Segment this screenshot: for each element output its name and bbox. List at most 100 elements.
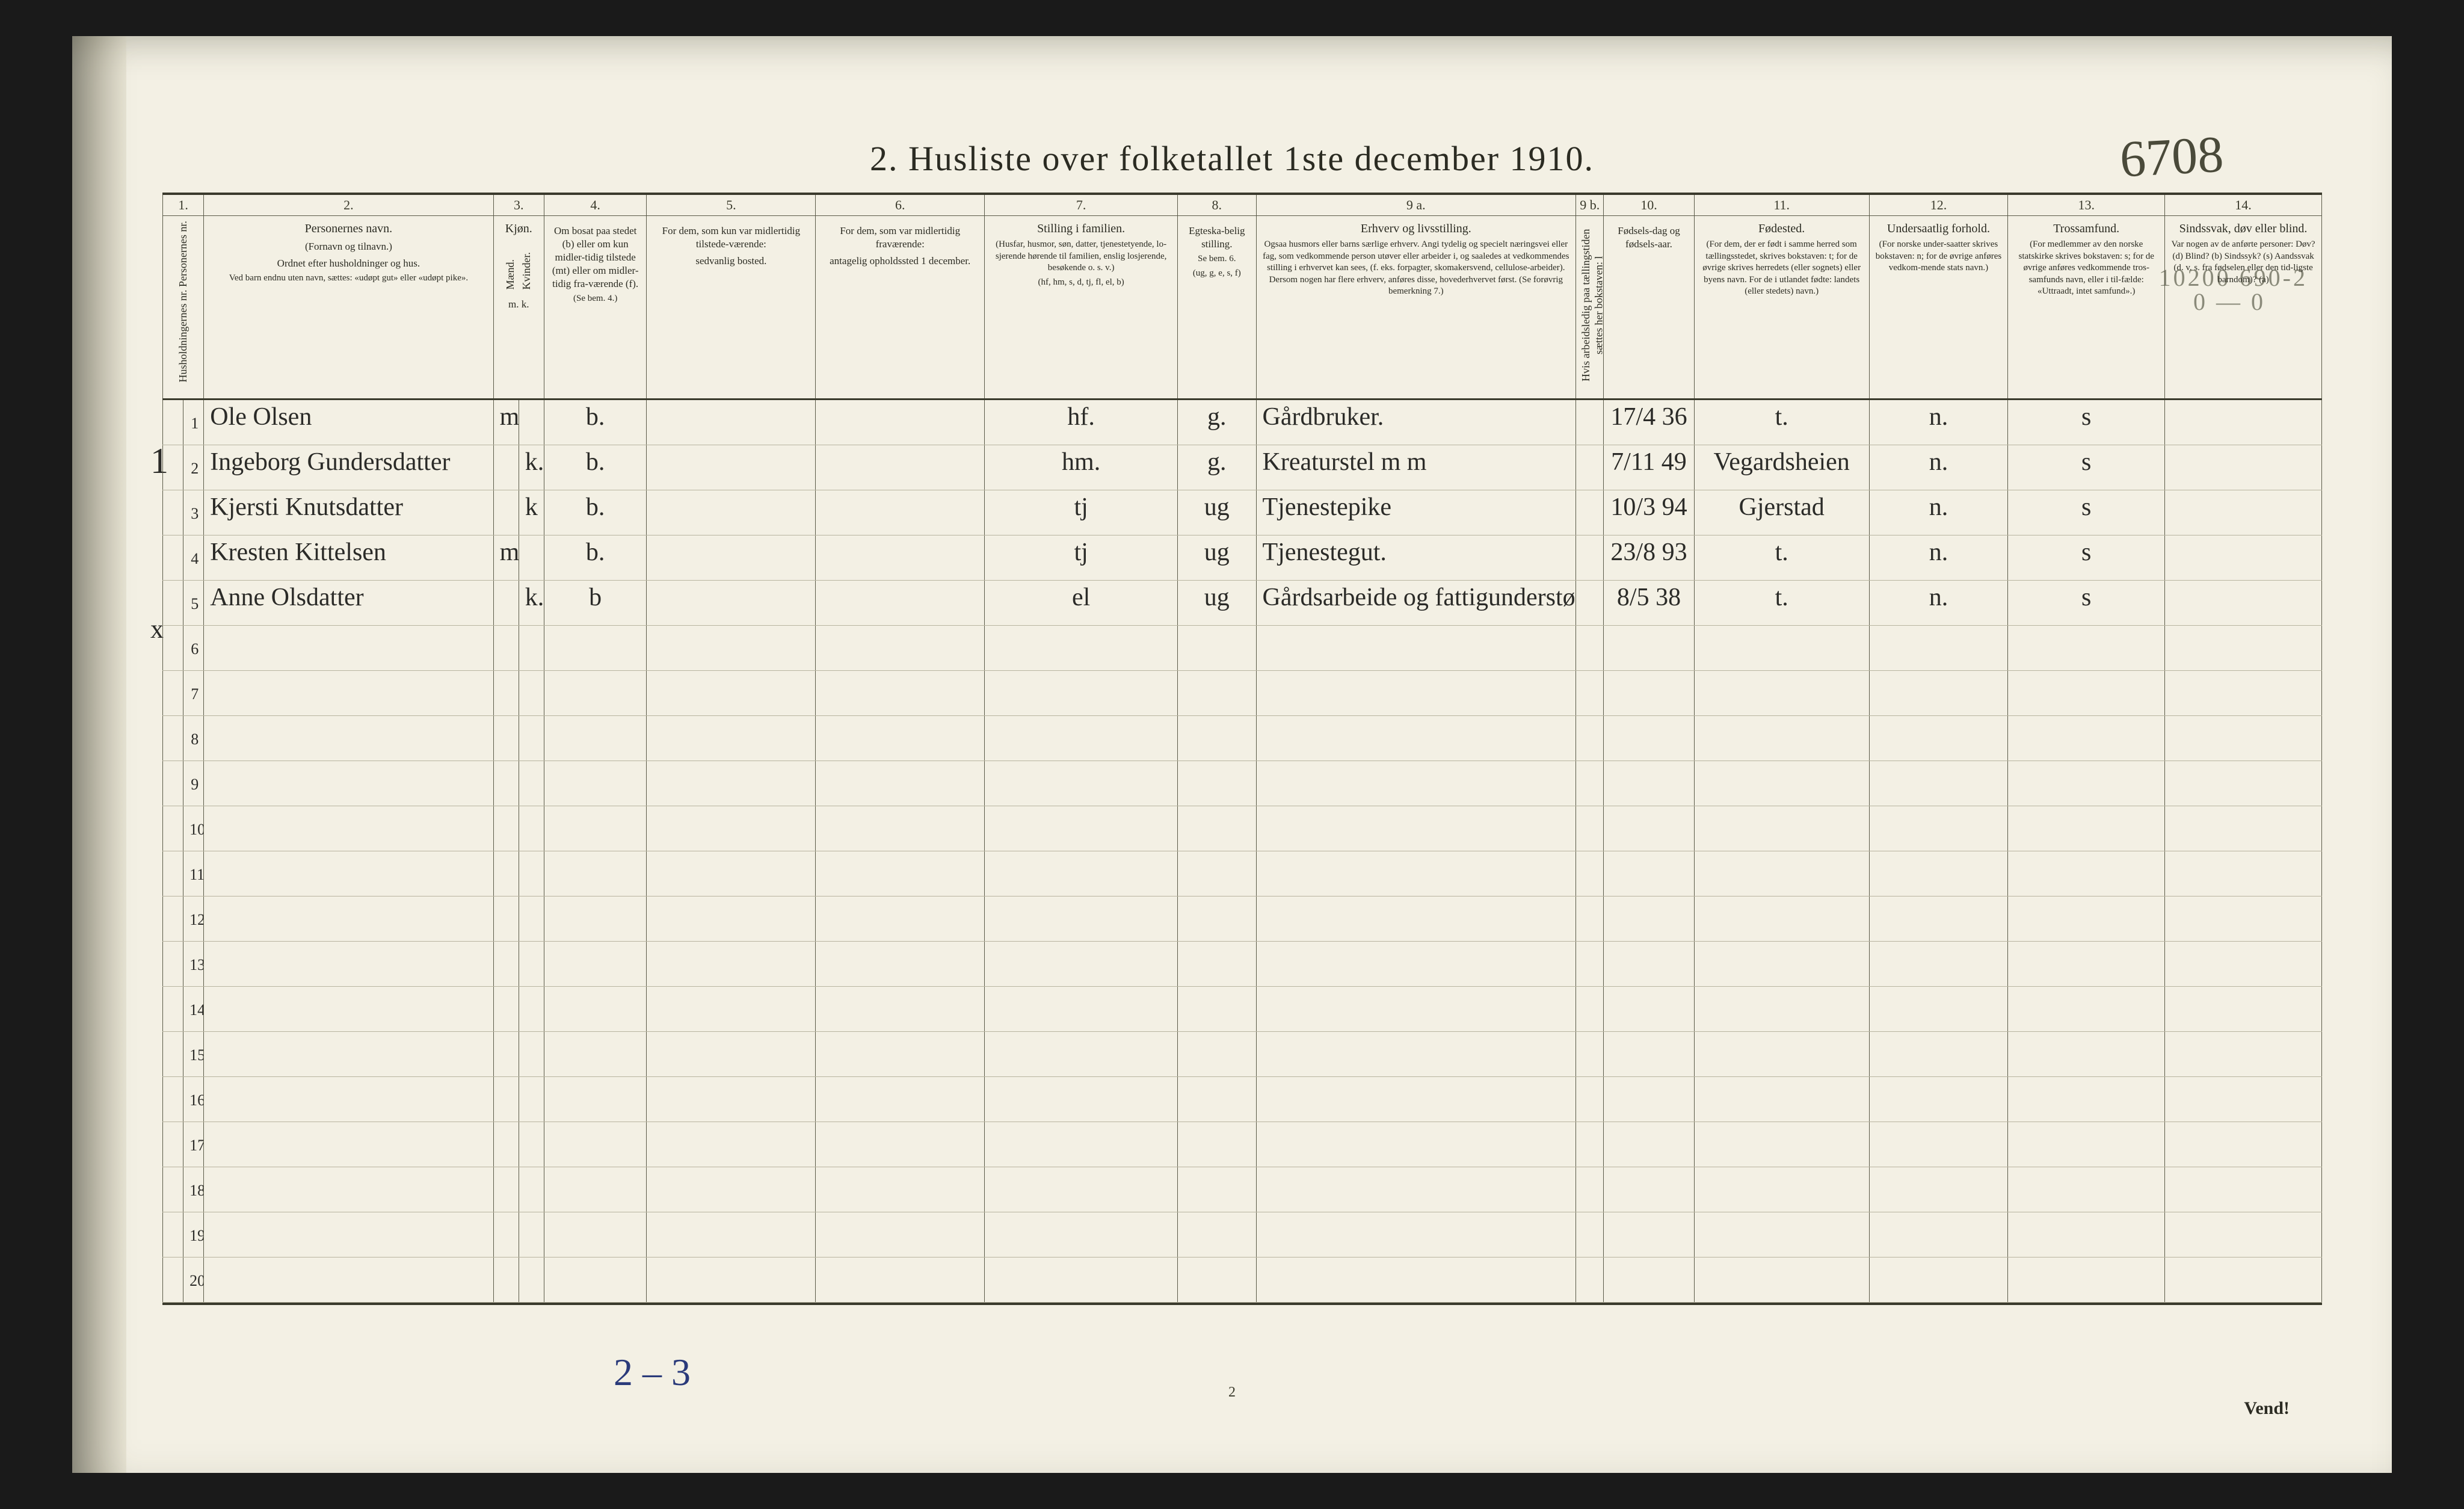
cell-sex-k: k. <box>519 445 544 490</box>
cell-fodselsdato: 7/11 49 <box>1604 445 1694 490</box>
cell-empty <box>816 626 985 671</box>
cell-empty <box>647 1167 816 1212</box>
cell-fodselsdato: 8/5 38 <box>1604 581 1694 626</box>
cell-empty <box>1178 987 1256 1032</box>
hdr-9a: Erhverv og livsstilling. Ogsaa husmors e… <box>1256 216 1576 400</box>
cell-14 <box>2165 400 2322 445</box>
cell-empty <box>1178 1077 1256 1122</box>
cell-empty <box>647 626 816 671</box>
cell-empty <box>816 806 985 851</box>
cell-empty <box>1694 942 1869 987</box>
cell-empty <box>816 1077 985 1122</box>
hdr-1: Husholdningernes nr. Personernes nr. <box>163 216 204 400</box>
hdr-2-sub2: Ordnet efter husholdninger og hus. <box>208 257 489 270</box>
cell-person-nr: 10 <box>183 806 204 851</box>
printed-page-number: 2 <box>72 1384 2392 1401</box>
hdr-2-sub3: Ved barn endnu uten navn, sættes: «udøpt… <box>208 273 489 285</box>
table-row-empty: 12 <box>163 896 2322 942</box>
cell-fodselsdato: 10/3 94 <box>1604 490 1694 535</box>
cell-6 <box>816 581 985 626</box>
cell-empty <box>493 806 519 851</box>
cell-empty <box>2008 1032 2165 1077</box>
hdr-8-main: Egteska-belig stilling. <box>1181 224 1252 251</box>
hdr-10-main: Fødsels-dag og fødsels-aar. <box>1607 224 1690 251</box>
cell-9b <box>1576 445 1604 490</box>
cell-undersaat: n. <box>1869 490 2008 535</box>
cell-person-nr: 7 <box>183 671 204 716</box>
cell-empty <box>985 1077 1178 1122</box>
cell-name: Kresten Kittelsen <box>204 535 493 581</box>
table-row: 4Kresten Kittelsenmb.tjugTjenestegut.23/… <box>163 535 2322 581</box>
cell-empty <box>1869 1167 2008 1212</box>
cell-empty <box>204 1032 493 1077</box>
cell-empty <box>544 1032 647 1077</box>
cell-empty <box>816 671 985 716</box>
hdr-12-sub: (For norske under-saatter skrives boksta… <box>1873 239 2004 274</box>
cell-empty <box>1178 716 1256 761</box>
cell-empty <box>493 851 519 896</box>
colnum-12: 12. <box>1869 195 2008 216</box>
cell-14 <box>2165 490 2322 535</box>
cell-empty <box>519 1077 544 1122</box>
cell-hh <box>163 761 183 806</box>
cell-sex-m: m <box>493 535 519 581</box>
page-title: 2. Husliste over folketallet 1ste decemb… <box>72 138 2392 179</box>
cell-6 <box>816 490 985 535</box>
cell-empty <box>493 626 519 671</box>
cell-empty <box>816 987 985 1032</box>
cell-empty <box>519 1122 544 1167</box>
cell-empty <box>1694 1167 1869 1212</box>
cell-person-nr: 20 <box>183 1258 204 1303</box>
cell-egteskab: g. <box>1178 445 1256 490</box>
cell-famstilling: tj <box>985 490 1178 535</box>
cell-empty <box>1256 1212 1576 1258</box>
cell-empty <box>2165 761 2322 806</box>
cell-person-nr: 8 <box>183 716 204 761</box>
cell-empty <box>1576 716 1604 761</box>
cell-empty <box>1604 942 1694 987</box>
cell-empty <box>2008 716 2165 761</box>
cell-empty <box>2165 806 2322 851</box>
cell-trossamfund: s <box>2008 400 2165 445</box>
cell-empty <box>1869 1077 2008 1122</box>
hdr-7: Stilling i familien. (Husfar, husmor, sø… <box>985 216 1178 400</box>
cell-empty <box>2008 1167 2165 1212</box>
cell-hh <box>163 987 183 1032</box>
table-row-empty: 9 <box>163 761 2322 806</box>
cell-empty <box>204 1077 493 1122</box>
cell-empty <box>1604 1032 1694 1077</box>
cell-undersaat: n. <box>1869 445 2008 490</box>
cell-empty <box>985 1032 1178 1077</box>
cell-empty <box>985 761 1178 806</box>
cell-hh <box>163 1122 183 1167</box>
cell-empty <box>816 1032 985 1077</box>
hdr-1-text: Husholdningernes nr. Personernes nr. <box>177 221 190 382</box>
cell-egteskab: ug <box>1178 535 1256 581</box>
cell-empty <box>1694 671 1869 716</box>
colnum-9a: 9 a. <box>1256 195 1576 216</box>
cell-empty <box>816 896 985 942</box>
cell-famstilling: el <box>985 581 1178 626</box>
cell-empty <box>2008 987 2165 1032</box>
cell-empty <box>1256 1077 1576 1122</box>
cell-empty <box>204 1122 493 1167</box>
cell-empty <box>1694 1032 1869 1077</box>
cell-name: Ole Olsen <box>204 400 493 445</box>
cell-14 <box>2165 445 2322 490</box>
cell-empty <box>519 851 544 896</box>
cell-empty <box>1576 671 1604 716</box>
cell-fodested: t. <box>1694 581 1869 626</box>
cell-empty <box>544 1258 647 1303</box>
cell-empty <box>1256 806 1576 851</box>
cell-empty <box>493 1212 519 1258</box>
cell-person-nr: 19 <box>183 1212 204 1258</box>
table-row-empty: 11 <box>163 851 2322 896</box>
cell-empty <box>204 1167 493 1212</box>
cell-bosat: b. <box>544 400 647 445</box>
cell-empty <box>1576 1122 1604 1167</box>
cell-empty <box>1178 806 1256 851</box>
cell-empty <box>204 1258 493 1303</box>
cell-empty <box>2008 761 2165 806</box>
table-row-empty: 19 <box>163 1212 2322 1258</box>
cell-person-nr: 12 <box>183 896 204 942</box>
